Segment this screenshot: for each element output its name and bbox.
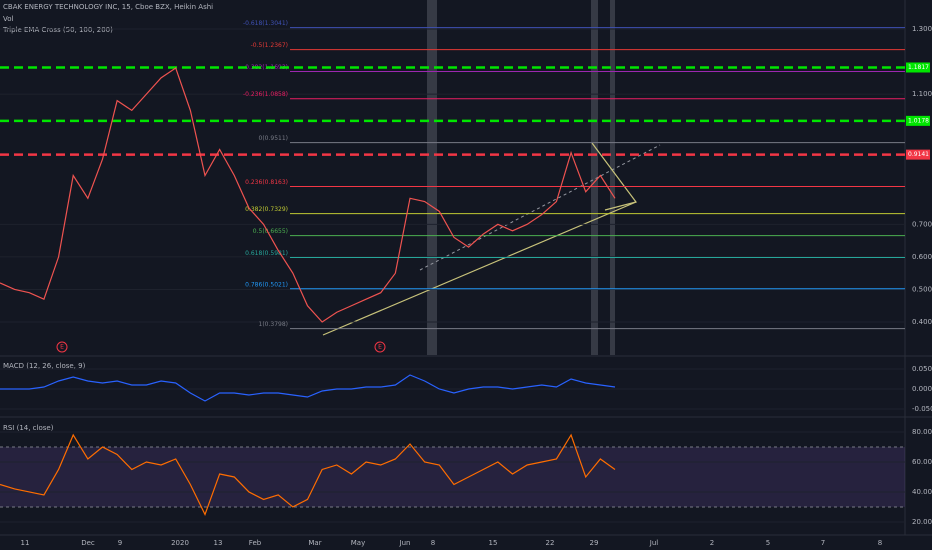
y-tick-label: 0.4000: [912, 318, 932, 326]
price-label-box: [906, 115, 930, 126]
fib-label: 0(0.9511): [259, 135, 289, 142]
price-label-box: [906, 149, 930, 160]
fib-label: 0.786(0.5021): [245, 281, 288, 288]
series-line: [0, 433, 616, 516]
fib-label: -0.382(1.1693): [243, 64, 288, 71]
x-tick-label: 5: [766, 539, 770, 547]
earnings-marker[interactable]: [374, 341, 386, 353]
x-tick-label: 11: [21, 539, 30, 547]
fib-label: 1(0.3798): [259, 321, 289, 328]
x-tick-label: 29: [590, 539, 599, 547]
price-label: 1.1817: [908, 64, 929, 71]
fib-label: 0.236(0.8163): [245, 179, 288, 186]
x-tick-label: 22: [546, 539, 555, 547]
indicator-label: Triple EMA Cross (50, 100, 200): [2, 26, 113, 34]
series-line: [0, 67, 616, 323]
x-tick-label: Feb: [249, 539, 262, 547]
x-tick-label: 9: [118, 539, 122, 547]
y-tick-label: 20.00: [912, 518, 932, 526]
chart-title: CBAK ENERGY TECHNOLOGY INC, 15, Cboe BZX…: [3, 3, 213, 11]
x-tick-label: Dec: [81, 539, 95, 547]
earnings-label: E: [378, 344, 382, 351]
indicator-label: Vol: [3, 15, 14, 23]
fib-label: 0.5(0.6655): [253, 228, 288, 235]
fib-label: -0.236(1.0858): [243, 91, 288, 98]
rsi-band: [0, 446, 905, 507]
session-highlights: [427, 0, 615, 355]
y-tick-label: 0.0000: [912, 385, 932, 393]
fib-label: -0.5(1.2367): [251, 42, 288, 49]
x-tick-label: May: [351, 539, 365, 547]
x-tick-label: 8: [431, 539, 435, 547]
x-tick-label: Jun: [399, 539, 411, 547]
indicator-label: RSI (14, close): [3, 424, 54, 432]
y-tick-label: 1.3000: [912, 25, 932, 33]
price-label: 1.0178: [908, 117, 929, 124]
fib-label: 0.382(0.7329): [245, 206, 288, 213]
x-tick-label: 2: [710, 539, 714, 547]
x-tick-label: 13: [214, 539, 223, 547]
indicator-label: MACD (12, 26, close, 9): [3, 362, 86, 370]
x-tick-label: Mar: [308, 539, 321, 547]
x-tick-label: 8: [878, 539, 882, 547]
y-tick-label: 40.00: [912, 488, 932, 496]
price-label-box: [906, 62, 930, 73]
y-tick-label: 60.00: [912, 458, 932, 466]
price-label: 0.9141: [908, 151, 929, 158]
x-tick-label: 2020: [171, 539, 189, 547]
y-tick-label: 80.00: [912, 428, 932, 436]
series-line: [0, 374, 616, 402]
fib-label: -0.618(1.3041): [243, 20, 288, 27]
x-tick-label: 15: [489, 539, 498, 547]
triangle-pattern: [591, 142, 638, 211]
earnings-label: E: [60, 344, 64, 351]
x-tick-label: Jul: [649, 539, 659, 547]
x-tick-label: 7: [821, 539, 825, 547]
fib-label: 0.618(0.5981): [245, 250, 288, 257]
earnings-marker[interactable]: [56, 341, 68, 353]
